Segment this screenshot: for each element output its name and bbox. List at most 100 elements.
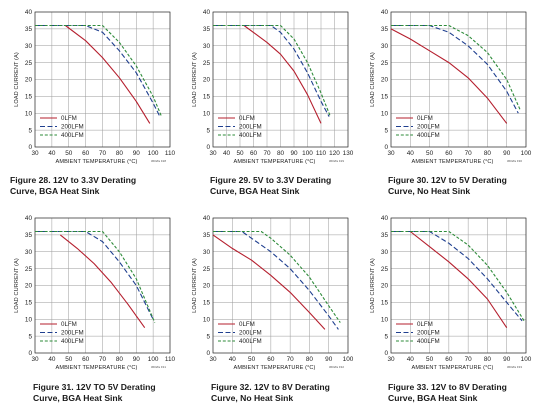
y-axis-label: LOAD CURRENT (A) bbox=[370, 52, 376, 107]
derating-chart-fig30: 30 40 50 60 70 80 90 100 0 5 10 15 20 25 30 35 40 AMBIENT… bbox=[370, 9, 532, 165]
legend-label: 0LFM bbox=[417, 115, 433, 122]
series-line-0lfm bbox=[243, 25, 322, 124]
figure-code: 3602fa F28 bbox=[151, 159, 167, 163]
x-tick-label: 70 bbox=[465, 150, 473, 157]
y-tick-label: 20 bbox=[381, 283, 389, 290]
plot-frame bbox=[212, 217, 349, 354]
x-tick-label: 60 bbox=[445, 356, 453, 363]
y-axis-label: LOAD CURRENT (A) bbox=[370, 258, 376, 313]
figure-caption: Figure 31. 12V TO 5V Derating Curve, BGA… bbox=[33, 382, 198, 403]
y-tick-label: 5 bbox=[28, 127, 32, 134]
y-tick-label: 40 bbox=[381, 9, 389, 16]
x-tick-label: 80 bbox=[306, 356, 314, 363]
caption-line-2: Curve, No Heat Sink bbox=[211, 392, 294, 403]
x-tick-label: 90 bbox=[133, 356, 141, 363]
figure-code: 3602fa F30 bbox=[507, 159, 523, 163]
series-line-400lfm bbox=[213, 24, 331, 117]
x-tick-label: 70 bbox=[99, 356, 107, 363]
y-tick-label: 20 bbox=[203, 283, 211, 290]
y-tick-label: 0 bbox=[384, 144, 388, 151]
x-tick-label: 70 bbox=[99, 150, 107, 157]
y-tick-label: 0 bbox=[384, 350, 388, 357]
x-axis-label: AMBIENT TEMPERATURE (°C) bbox=[411, 159, 493, 165]
derating-chart-fig32: 30 40 50 60 70 80 90 100 0 5 10 15 20 25 30 35 40 AMBIENT… bbox=[192, 215, 354, 371]
legend-label: 200LFM bbox=[239, 330, 262, 337]
y-axis-label: LOAD CURRENT (A) bbox=[14, 258, 20, 313]
y-tick-label: 30 bbox=[381, 43, 389, 50]
x-tick-label: 80 bbox=[116, 150, 124, 157]
x-tick-label: 40 bbox=[223, 150, 231, 157]
x-tick-label: 70 bbox=[287, 356, 295, 363]
x-tick-label: 80 bbox=[116, 356, 124, 363]
plot-frame bbox=[212, 11, 349, 148]
x-axis-label: AMBIENT TEMPERATURE (°C) bbox=[55, 159, 137, 165]
y-tick-label: 25 bbox=[25, 266, 33, 273]
y-tick-label: 30 bbox=[203, 43, 211, 50]
y-tick-label: 30 bbox=[381, 249, 389, 256]
y-tick-label: 15 bbox=[25, 94, 33, 101]
chart-panel-fig29: 30 40 50 60 70 80 90 100 110 120 130 0 5 10 15 20 25 30 35… bbox=[178, 4, 354, 204]
x-tick-label: 50 bbox=[248, 356, 256, 363]
caption-line-1: Figure 31. 12V TO 5V Derating bbox=[33, 382, 156, 392]
y-tick-label: 15 bbox=[203, 94, 211, 101]
y-tick-label: 25 bbox=[203, 60, 211, 67]
x-tick-label: 100 bbox=[148, 356, 159, 363]
x-tick-label: 30 bbox=[387, 356, 395, 363]
y-tick-label: 5 bbox=[28, 333, 32, 340]
figure-caption: Figure 32. 12V to 8V Derating Curve, No … bbox=[211, 382, 376, 403]
x-tick-label: 100 bbox=[148, 150, 159, 157]
y-tick-label: 10 bbox=[381, 316, 389, 323]
legend-label: 0LFM bbox=[239, 321, 255, 328]
figure-code: 3602fa F31 bbox=[151, 365, 167, 369]
legend-label: 0LFM bbox=[417, 321, 433, 328]
y-tick-label: 15 bbox=[381, 94, 389, 101]
y-tick-label: 40 bbox=[203, 215, 211, 222]
x-tick-label: 110 bbox=[165, 356, 176, 363]
x-tick-label: 60 bbox=[445, 150, 453, 157]
series-line-200lfm bbox=[213, 24, 330, 117]
legend-label: 400LFM bbox=[61, 132, 84, 139]
y-tick-label: 25 bbox=[381, 60, 389, 67]
x-tick-label: 30 bbox=[209, 356, 217, 363]
y-axis-label: LOAD CURRENT (A) bbox=[192, 52, 198, 107]
x-tick-label: 60 bbox=[82, 150, 90, 157]
y-tick-label: 40 bbox=[203, 9, 211, 16]
figure-caption: Figure 29. 5V to 3.3V Derating Curve, BG… bbox=[210, 175, 375, 196]
caption-line-1: Figure 32. 12V to 8V Derating bbox=[211, 382, 330, 392]
legend-label: 200LFM bbox=[417, 330, 440, 337]
caption-line-2: Curve, BGA Heat Sink bbox=[10, 185, 100, 196]
x-tick-label: 40 bbox=[48, 356, 56, 363]
y-tick-label: 15 bbox=[203, 300, 211, 307]
x-tick-label: 50 bbox=[426, 150, 434, 157]
x-tick-label: 90 bbox=[325, 356, 333, 363]
x-axis-label: AMBIENT TEMPERATURE (°C) bbox=[233, 365, 315, 371]
series-line-0lfm bbox=[212, 234, 326, 330]
series-line-200lfm bbox=[35, 24, 161, 117]
legend-label: 400LFM bbox=[239, 132, 262, 139]
y-tick-label: 20 bbox=[25, 283, 33, 290]
y-tick-label: 10 bbox=[25, 316, 33, 323]
x-axis-label: AMBIENT TEMPERATURE (°C) bbox=[55, 365, 137, 371]
caption-line-1: Figure 28. 12V to 3.3V Derating bbox=[10, 175, 137, 185]
figure-caption: Figure 33. 12V to 8V Derating Curve, BGA… bbox=[388, 382, 535, 403]
y-tick-label: 20 bbox=[381, 77, 389, 84]
chart-panel-fig30: 30 40 50 60 70 80 90 100 0 5 10 15 20 25 30 35 40 AMBIENT… bbox=[356, 4, 532, 204]
y-tick-label: 40 bbox=[25, 215, 33, 222]
chart-panel-fig32: 30 40 50 60 70 80 90 100 0 5 10 15 20 25 30 35 40 AMBIENT… bbox=[178, 210, 354, 410]
x-tick-label: 80 bbox=[277, 150, 285, 157]
x-tick-label: 70 bbox=[465, 356, 473, 363]
y-tick-label: 35 bbox=[25, 26, 33, 33]
y-tick-label: 10 bbox=[25, 110, 33, 117]
y-tick-label: 10 bbox=[381, 110, 389, 117]
x-tick-label: 100 bbox=[521, 150, 532, 157]
y-tick-label: 15 bbox=[381, 300, 389, 307]
legend-label: 0LFM bbox=[239, 115, 255, 122]
figure-caption: Figure 28. 12V to 3.3V Derating Curve, B… bbox=[10, 175, 175, 196]
figure-code: 3602fa F33 bbox=[507, 365, 523, 369]
y-tick-label: 40 bbox=[381, 215, 389, 222]
y-tick-label: 20 bbox=[203, 77, 211, 84]
y-tick-label: 30 bbox=[25, 43, 33, 50]
y-tick-label: 0 bbox=[206, 144, 210, 151]
x-tick-label: 80 bbox=[484, 150, 492, 157]
series-line-400lfm bbox=[213, 230, 341, 323]
